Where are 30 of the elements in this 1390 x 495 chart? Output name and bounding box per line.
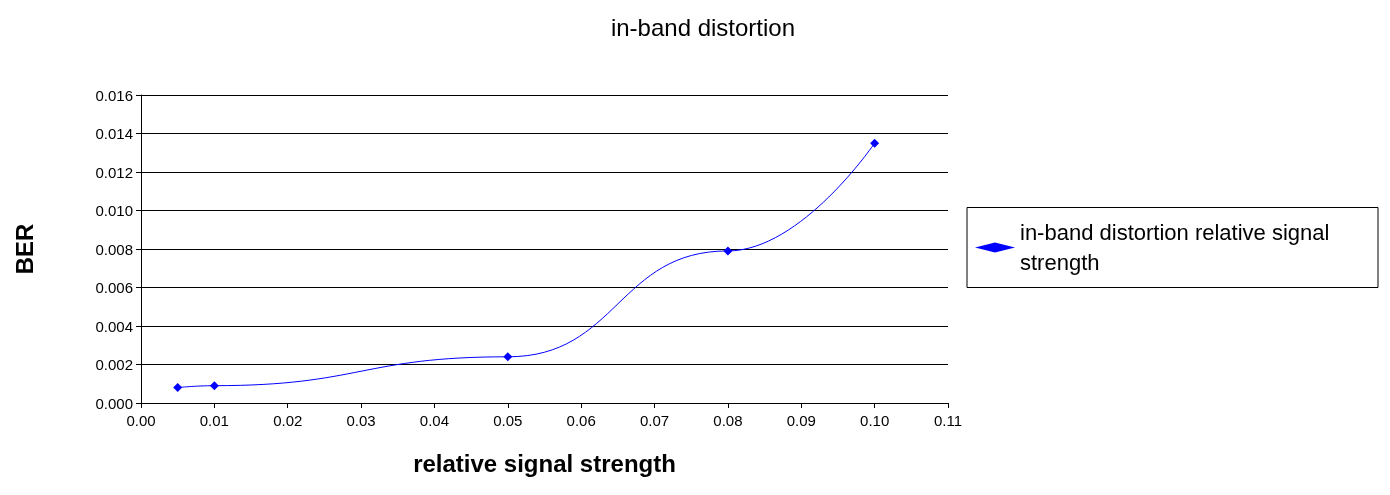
point bbox=[723, 246, 733, 256]
x-tick-label: 0.07 bbox=[639, 412, 670, 429]
x-tick-label: 0.01 bbox=[199, 412, 229, 429]
y-tick-label: 0.000 bbox=[95, 394, 133, 412]
x-tick-label: 0.02 bbox=[273, 412, 303, 429]
x-tick-label: 0.10 bbox=[860, 412, 890, 429]
x-tick-label: 0.06 bbox=[566, 412, 596, 429]
y-tick-label: 0.008 bbox=[95, 240, 133, 258]
x-tick-label: 0.11 bbox=[933, 412, 963, 429]
y-tick-label: 0.012 bbox=[95, 163, 133, 181]
point bbox=[503, 352, 513, 362]
x-tick-label: 0.04 bbox=[419, 412, 450, 429]
x-tick-label: 0.05 bbox=[493, 412, 523, 429]
y-tick-label: 0.010 bbox=[95, 202, 133, 219]
legend-label: in-band distortion relative signal strength bbox=[1020, 220, 1336, 275]
point bbox=[870, 138, 880, 148]
y-tick-label: 0.014 bbox=[95, 125, 133, 142]
x-tick-label: 0.00 bbox=[126, 412, 156, 429]
y-tick-label: 0.006 bbox=[95, 279, 133, 296]
x-axis-title: relative signal strength bbox=[413, 449, 676, 477]
x-tick-label: 0.09 bbox=[786, 412, 816, 429]
y-tick-label: 0.004 bbox=[95, 317, 133, 335]
x-tick-label: 0.08 bbox=[713, 412, 743, 429]
point bbox=[173, 383, 183, 393]
chart-title: in-band distortion bbox=[610, 13, 796, 41]
y-axis-title: BER bbox=[10, 223, 38, 275]
y-tick-label: 0.016 bbox=[95, 86, 133, 104]
y-tick-label: 0.002 bbox=[95, 356, 133, 373]
point bbox=[209, 381, 219, 391]
x-tick-label: 0.03 bbox=[346, 412, 376, 429]
